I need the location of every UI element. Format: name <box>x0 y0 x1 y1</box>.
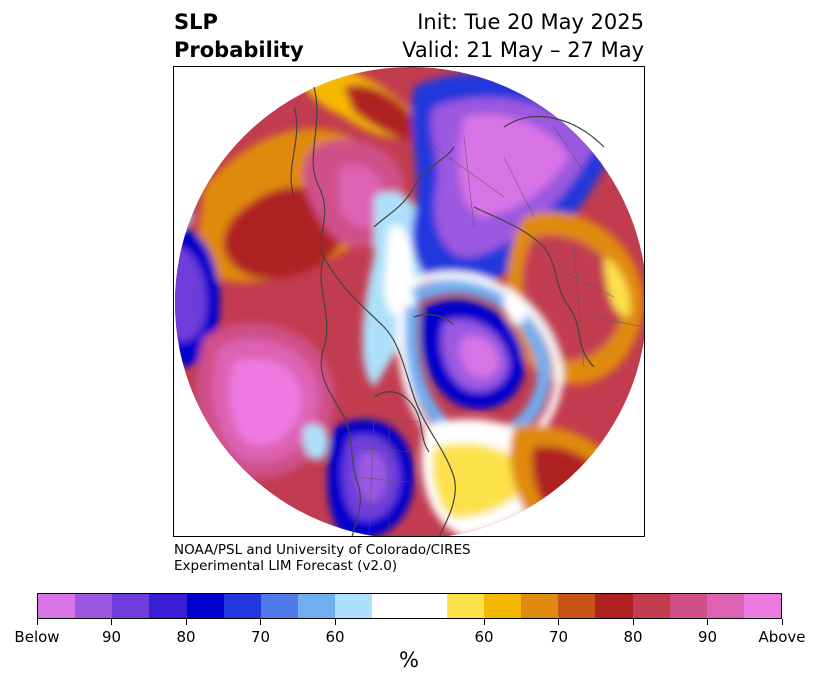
colorbar-tick <box>334 619 336 625</box>
colorbar-swatch <box>223 594 261 618</box>
colorbar-swatch <box>483 594 522 618</box>
colorbar <box>37 593 782 619</box>
colorbar-tick <box>558 619 559 625</box>
colorbar-tick-label: 60 <box>325 628 345 646</box>
colorbar-swatch <box>75 594 113 618</box>
colorbar-tick <box>185 619 187 625</box>
colorbar-swatch <box>743 594 782 618</box>
colorbar-swatch <box>521 594 559 618</box>
colorbar-tick-label: 70 <box>250 628 271 646</box>
colorbar-tick-label: Below <box>14 628 60 646</box>
colorbar-swatch <box>558 594 596 618</box>
coastlines <box>290 86 605 536</box>
colorbar-tick-label: 90 <box>101 628 122 646</box>
colorbar-unit: % <box>399 648 419 672</box>
borders <box>343 126 644 536</box>
colorbar-swatch <box>595 594 633 618</box>
probability-field <box>175 67 644 536</box>
credit-line-1: NOAA/PSL and University of Colorado/CIRE… <box>174 542 471 558</box>
colorbar-swatch <box>112 594 150 618</box>
colorbar-swatch <box>446 594 484 618</box>
map-dates: Init: Tue 20 May 2025 Valid: 21 May – 27… <box>402 8 644 64</box>
colorbar-tick-label: Above <box>758 628 806 646</box>
credit-text: NOAA/PSL and University of Colorado/CIRE… <box>174 542 471 574</box>
colorbar-tick-label: 70 <box>548 628 569 646</box>
valid-range: Valid: 21 May – 27 May <box>402 38 644 62</box>
colorbar-tick <box>36 619 38 625</box>
colorbar-swatch <box>335 594 373 618</box>
colorbar-tick-label: 80 <box>176 628 196 646</box>
colorbar-tick-label: 60 <box>474 628 494 646</box>
colorbar-swatch <box>260 594 299 618</box>
colorbar-tick <box>632 619 634 625</box>
colorbar-swatch <box>372 594 410 618</box>
colorbar-tick <box>111 619 112 625</box>
colorbar-swatch <box>669 594 707 618</box>
polar-map <box>173 66 645 537</box>
colorbar-swatch <box>298 594 336 618</box>
colorbar-swatch <box>186 594 224 618</box>
colorbar-swatch <box>409 594 447 618</box>
title-variable: SLP <box>174 10 218 34</box>
colorbar-swatch <box>38 594 76 618</box>
colorbar-tick <box>781 619 783 625</box>
map-title: SLP Probability <box>174 8 304 64</box>
colorbar-tick-label: 80 <box>623 628 643 646</box>
colorbar-tick-label: 90 <box>697 628 718 646</box>
colorbar-swatch <box>706 594 744 618</box>
probability-map <box>175 67 644 536</box>
colorbar-swatch <box>632 594 670 618</box>
colorbar-swatch <box>149 594 187 618</box>
init-date: Init: Tue 20 May 2025 <box>417 10 644 34</box>
colorbar-tick <box>483 619 485 625</box>
colorbar-tick <box>260 619 261 625</box>
title-kind: Probability <box>174 38 304 62</box>
credit-line-2: Experimental LIM Forecast (v2.0) <box>174 558 398 574</box>
colorbar-tick <box>707 619 708 625</box>
